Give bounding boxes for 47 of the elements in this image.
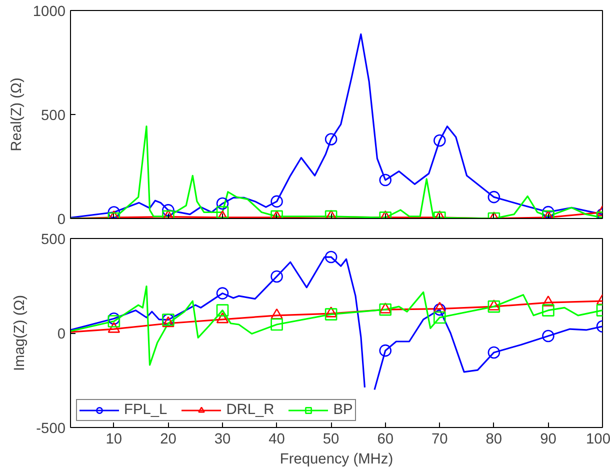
x-tick-label: 100 bbox=[586, 432, 610, 448]
point bbox=[108, 322, 120, 333]
point bbox=[270, 308, 283, 320]
point bbox=[488, 300, 500, 310]
point bbox=[324, 306, 338, 318]
line-series bbox=[70, 286, 602, 366]
point bbox=[216, 312, 229, 324]
point bbox=[542, 304, 554, 316]
x-tick-label: 40 bbox=[268, 432, 285, 448]
point bbox=[108, 312, 120, 325]
point bbox=[379, 344, 392, 357]
x-tick-label: 50 bbox=[322, 432, 340, 448]
point bbox=[379, 302, 392, 314]
legend-label: DRL_R bbox=[226, 402, 274, 418]
y-tick-label: 500 bbox=[41, 108, 66, 124]
x-tick-label: 60 bbox=[377, 432, 394, 448]
point bbox=[324, 250, 338, 264]
x-tick-label: 70 bbox=[431, 432, 448, 448]
point bbox=[108, 315, 120, 328]
y-tick-label: -500 bbox=[36, 421, 66, 437]
point bbox=[542, 296, 554, 306]
y-tick-label: 500 bbox=[41, 232, 66, 248]
point bbox=[216, 304, 229, 316]
point bbox=[270, 270, 283, 283]
point bbox=[488, 300, 500, 313]
x-tick-label: 30 bbox=[214, 432, 231, 448]
point bbox=[324, 308, 338, 320]
point bbox=[433, 311, 446, 324]
x-tick-label: 10 bbox=[106, 432, 122, 448]
x-tick-label: 90 bbox=[540, 432, 556, 448]
x-axis-title: Frequency (MHz) bbox=[280, 452, 394, 468]
y-tick-label: 0 bbox=[57, 326, 66, 342]
x-tick-label: 80 bbox=[486, 432, 502, 448]
y-tick-label: 1000 bbox=[32, 4, 66, 20]
y-axis-title: Real(Z) (Ω) bbox=[8, 78, 25, 152]
legend-label: FPL_L bbox=[124, 402, 168, 418]
point bbox=[542, 330, 554, 342]
point bbox=[488, 346, 500, 359]
point bbox=[433, 303, 446, 316]
y-axis-title: Imag(Z) (Ω) bbox=[12, 294, 28, 372]
legend-label: BP bbox=[333, 402, 354, 418]
y-tick-label: 0 bbox=[57, 212, 66, 228]
point bbox=[216, 287, 229, 300]
point bbox=[162, 316, 174, 328]
x-tick-label: 20 bbox=[160, 432, 176, 448]
point bbox=[379, 303, 392, 316]
point bbox=[270, 318, 283, 331]
